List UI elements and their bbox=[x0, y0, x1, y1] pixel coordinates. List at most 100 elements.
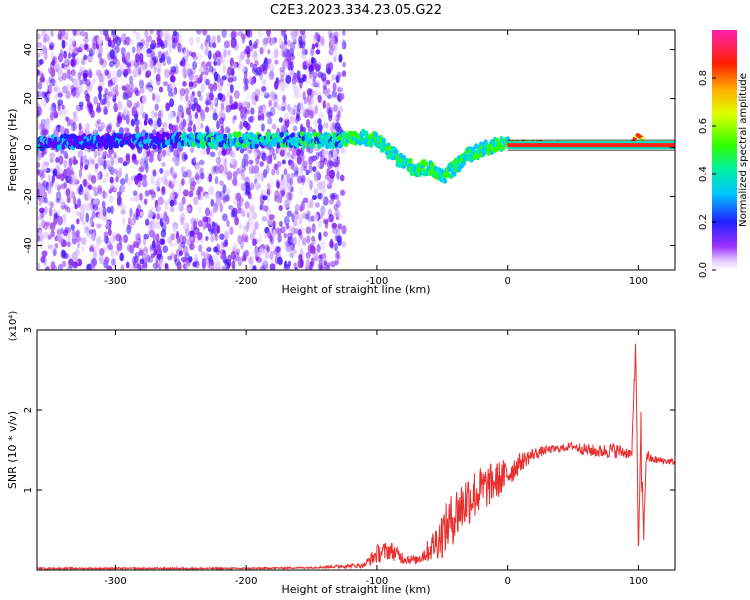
spectrum-point bbox=[430, 161, 435, 168]
spectrum-point bbox=[326, 132, 332, 139]
spectrum-point bbox=[306, 254, 310, 262]
spectrum-point bbox=[182, 68, 186, 74]
spectrum-point bbox=[306, 201, 312, 209]
spectrum-point bbox=[121, 85, 127, 91]
spectrum-point bbox=[228, 204, 234, 211]
spectrum-point bbox=[103, 105, 108, 116]
spectrum-point bbox=[149, 150, 154, 157]
spectrum-point bbox=[125, 83, 130, 93]
spectrum-point bbox=[60, 30, 66, 36]
snr-axes: -300 -200 -100 0 100 1 2 3 bbox=[23, 327, 675, 587]
spectrum-point bbox=[209, 151, 216, 158]
spectrum-point bbox=[179, 95, 184, 102]
spectrum-point bbox=[310, 155, 315, 163]
spectrum-point bbox=[61, 39, 66, 49]
spectrum-point bbox=[309, 198, 314, 209]
spectrum-point bbox=[269, 263, 276, 270]
spectrum-point bbox=[158, 109, 164, 120]
spectrum-point bbox=[290, 172, 295, 178]
spectrum-point bbox=[183, 154, 188, 160]
spectrum-point bbox=[37, 109, 40, 118]
spectrum-point bbox=[142, 237, 147, 246]
spectrum-point bbox=[135, 89, 141, 97]
spectrum-point bbox=[142, 149, 148, 159]
spectrum-point bbox=[167, 35, 171, 46]
spectrum-point bbox=[130, 143, 135, 150]
spectrum-point bbox=[238, 221, 242, 231]
spectrum-point bbox=[47, 84, 53, 95]
spectrum-point bbox=[37, 222, 42, 230]
spectrum-point bbox=[168, 111, 174, 120]
spectrum-point bbox=[290, 113, 297, 123]
spectrum-point bbox=[214, 176, 219, 185]
spectrum-point bbox=[288, 106, 294, 115]
spectrum-point bbox=[156, 186, 161, 192]
spectrum-point bbox=[185, 227, 190, 238]
spectrum-point bbox=[268, 99, 273, 107]
spectrum-point bbox=[60, 227, 64, 235]
spectrum-point bbox=[278, 205, 283, 212]
spectrum-point bbox=[155, 233, 160, 243]
spectrum-point bbox=[242, 101, 249, 107]
spectrum-point bbox=[442, 177, 448, 184]
spectrum-point bbox=[105, 124, 112, 134]
spectrum-point bbox=[117, 115, 123, 124]
spectrum-point bbox=[205, 207, 210, 216]
spectrum-point bbox=[42, 99, 47, 107]
spectrum-point bbox=[59, 125, 65, 135]
spectrum-point bbox=[293, 169, 299, 177]
spectrum-point bbox=[70, 122, 75, 133]
spectrum-point bbox=[500, 144, 506, 151]
colorbar-tick-label: 0.2 bbox=[698, 214, 709, 230]
spectrum-point bbox=[336, 170, 340, 181]
spectrum-point bbox=[195, 36, 201, 44]
spectrum-point bbox=[239, 51, 246, 60]
spectrum-point bbox=[205, 61, 212, 67]
spectrum-point bbox=[37, 234, 41, 243]
spectrum-point bbox=[314, 89, 321, 97]
spectrum-point bbox=[244, 201, 250, 209]
spectrum-point bbox=[266, 230, 272, 239]
spectrum-point bbox=[72, 155, 77, 166]
spectrum-point bbox=[279, 80, 285, 89]
spectrum-point bbox=[69, 75, 74, 82]
spectrum-point bbox=[156, 253, 161, 260]
spectrum-point bbox=[339, 191, 346, 197]
spectrum-point bbox=[328, 114, 333, 122]
spectrum-point bbox=[227, 49, 231, 56]
spectrum-point bbox=[298, 35, 303, 45]
spectrum-point bbox=[98, 71, 102, 78]
spectrum-point bbox=[138, 79, 145, 89]
spectrum-point bbox=[204, 207, 211, 217]
spectrum-point bbox=[315, 160, 321, 170]
spectrum-point bbox=[173, 149, 179, 158]
spectrum-point bbox=[97, 36, 103, 46]
snr-frame bbox=[36, 329, 676, 571]
spectrum-point bbox=[161, 121, 168, 128]
spectrum-point bbox=[196, 104, 202, 113]
spectrum-point bbox=[74, 203, 78, 210]
spectrum-point bbox=[88, 49, 95, 57]
spectrum-point bbox=[148, 189, 153, 195]
spectrum-point bbox=[181, 196, 186, 205]
spectrum-point bbox=[318, 220, 323, 228]
spectrum-point bbox=[144, 113, 149, 121]
spectrum-point bbox=[117, 101, 123, 111]
spectrum-point bbox=[237, 207, 242, 214]
spectrum-point bbox=[252, 63, 258, 72]
spectrum-point bbox=[222, 64, 227, 73]
spectrum-point bbox=[91, 174, 97, 184]
spectrum-point bbox=[97, 156, 103, 164]
spectrum-point bbox=[336, 250, 340, 260]
spectrum-point bbox=[181, 165, 188, 173]
spectrum-point bbox=[157, 151, 163, 162]
spectrum-point bbox=[63, 159, 68, 168]
spectrum-point bbox=[177, 112, 182, 118]
spectrum-point bbox=[301, 47, 307, 55]
spectrum-point bbox=[246, 212, 250, 218]
spectrum-point bbox=[108, 244, 114, 251]
spectrum-point bbox=[288, 245, 294, 253]
spectrum-point bbox=[99, 30, 104, 36]
spectrum-point bbox=[42, 168, 46, 179]
